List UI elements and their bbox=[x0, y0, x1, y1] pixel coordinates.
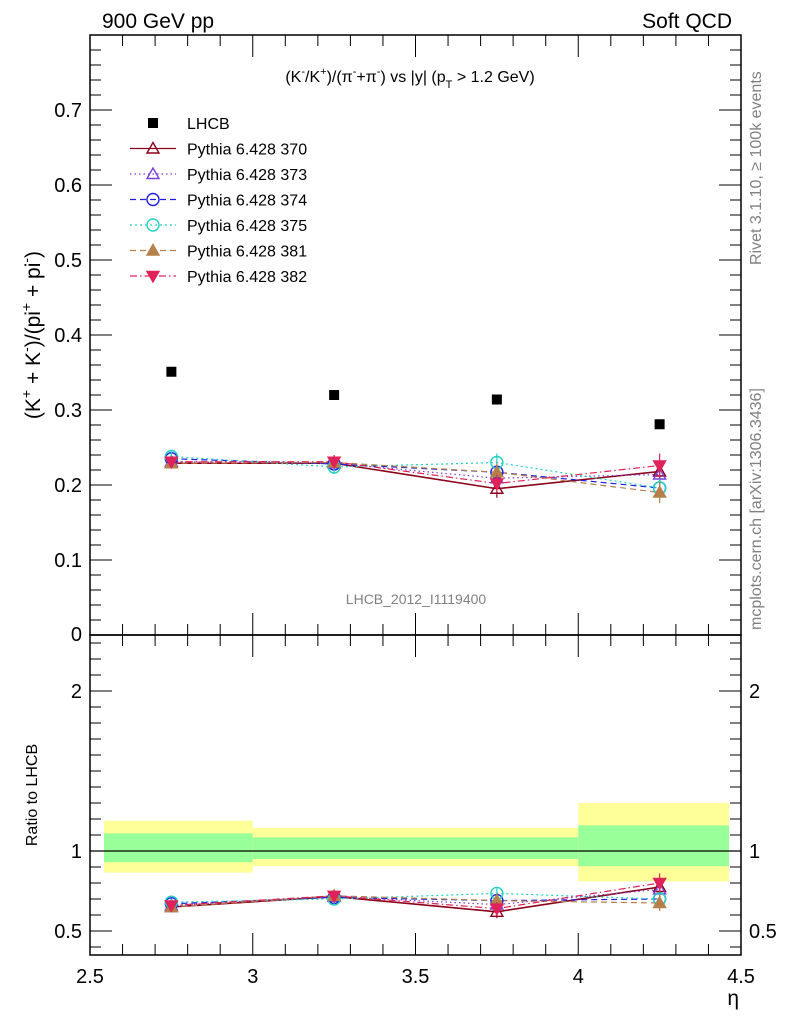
title-part-c: /K bbox=[305, 69, 320, 86]
title-part-g: +π bbox=[356, 69, 376, 86]
title-part-a: (K bbox=[285, 69, 301, 86]
upper-series-point bbox=[164, 456, 179, 470]
lower-series-point bbox=[489, 904, 505, 917]
x-tick-label: 4 bbox=[573, 966, 584, 988]
upper-ytick-label: 0.6 bbox=[54, 175, 82, 197]
title-part-d: + bbox=[320, 66, 326, 78]
lower-series-point bbox=[489, 903, 505, 917]
upper-series-point bbox=[652, 460, 667, 473]
lhcb-data-point bbox=[491, 394, 502, 405]
lower-series-point bbox=[652, 877, 667, 891]
lower-series-line bbox=[171, 882, 660, 910]
legend-marker bbox=[145, 243, 161, 256]
x-tick-label: 3.5 bbox=[402, 966, 430, 988]
upper-series-line bbox=[171, 461, 660, 494]
title-part-i: ) vs |y| (p bbox=[380, 69, 445, 86]
ylabel-part-d: - bbox=[18, 347, 34, 352]
rivet-label: Rivet 3.1.10, ≥ 100k events bbox=[748, 71, 765, 265]
legend-label: Pythia 6.428 382 bbox=[187, 269, 307, 286]
upper-ytick-zero-label: 0 bbox=[71, 624, 82, 646]
title-part-k: > 1.2 GeV) bbox=[452, 69, 534, 86]
upper-ytick-label: 0.5 bbox=[54, 250, 82, 272]
title-part-f: - bbox=[353, 66, 357, 78]
upper-ytick-label: 0.2 bbox=[54, 475, 82, 497]
ylabel-part-b: + bbox=[18, 390, 34, 398]
legend-lhcb-label: LHCB bbox=[187, 116, 230, 133]
upper-ylabel: (K+ + K-)/(pi+ + pi-) bbox=[18, 251, 45, 419]
lower-ylabel: Ratio to LHCB bbox=[24, 744, 41, 846]
x-tick-label: 3 bbox=[247, 966, 258, 988]
lower-ytick-label-right: 0.5 bbox=[749, 921, 777, 943]
legend-label: Pythia 6.428 381 bbox=[187, 244, 307, 261]
title-part-h: - bbox=[377, 66, 381, 78]
lower-series-point bbox=[652, 895, 667, 909]
title-part-j: T bbox=[446, 79, 453, 91]
lhcb-data-point bbox=[654, 419, 665, 430]
lhcb-data-point bbox=[329, 390, 340, 400]
title-part-b: - bbox=[301, 66, 305, 78]
upper-ytick-label: 0.4 bbox=[54, 325, 82, 347]
upper-ytick-label: 0.1 bbox=[54, 550, 82, 572]
lower-series-line bbox=[171, 892, 660, 903]
upper-panel: 0.10.20.30.40.50.60.70 (K-/K+)/(π-+π-) v… bbox=[18, 34, 742, 646]
lower-ytick-label-left: 1 bbox=[71, 841, 82, 863]
legend: LHCB Pythia 6.428 370 Pythia 6.428 373 Pyth… bbox=[130, 116, 307, 286]
upper-ytick-label: 0.3 bbox=[54, 400, 82, 422]
lhcb-data-point bbox=[166, 366, 177, 377]
upper-series-point bbox=[326, 456, 342, 470]
legend-label: Pythia 6.428 375 bbox=[187, 218, 307, 235]
legend-lhcb-marker bbox=[148, 118, 158, 128]
legend-label: Pythia 6.428 373 bbox=[187, 167, 307, 184]
upper-series-line bbox=[171, 455, 660, 489]
x-tick-label: 2.5 bbox=[76, 966, 104, 988]
legend-marker bbox=[145, 166, 161, 180]
ylabel-part-a: (K bbox=[22, 398, 45, 419]
lower-series-point bbox=[164, 900, 179, 913]
legend-marker bbox=[145, 270, 161, 284]
ylabel-part-f: + bbox=[18, 303, 34, 311]
ylabel-part-h: - bbox=[18, 258, 34, 263]
ylabel-part-e: )/(pi bbox=[22, 311, 45, 347]
ylabel-part-i: ) bbox=[22, 251, 45, 258]
legend-label: Pythia 6.428 374 bbox=[187, 193, 307, 210]
upper-series-line bbox=[171, 461, 660, 485]
upper-series-point bbox=[489, 478, 505, 491]
title-part-e: )/(π bbox=[327, 69, 353, 86]
upper-series-point bbox=[652, 485, 667, 498]
ylabel-part-c: + K bbox=[22, 352, 45, 390]
legend-marker bbox=[145, 141, 161, 154]
ratio-band-green bbox=[578, 825, 729, 867]
upper-title: (K-/K+)/(π-+π-) vs |y| (pT > 1.2 GeV) bbox=[285, 66, 534, 91]
lower-ytick-label-left: 2 bbox=[71, 681, 82, 703]
lower-ytick-label-left: 0.5 bbox=[54, 921, 82, 943]
watermark: LHCB_2012_I1119400 bbox=[346, 591, 487, 607]
legend-marker bbox=[146, 192, 160, 207]
lower-ytick-label-right: 2 bbox=[749, 681, 760, 703]
header-left: 900 GeV pp bbox=[102, 10, 214, 33]
legend-label: Pythia 6.428 370 bbox=[187, 142, 307, 159]
lower-series-line bbox=[171, 895, 660, 908]
ratio-band-green bbox=[252, 837, 579, 859]
upper-series-point bbox=[489, 481, 505, 494]
legend-marker bbox=[146, 218, 160, 232]
x-tick-label: 4.5 bbox=[727, 966, 755, 988]
ratio-band-green bbox=[104, 833, 253, 863]
x-axis-label: η bbox=[727, 987, 739, 1010]
ylabel-part-g: + pi bbox=[22, 263, 45, 303]
lower-frame bbox=[89, 634, 742, 956]
upper-ytick-label: 0.7 bbox=[54, 100, 82, 122]
lower-panel: 0.5 1 2 0.5 1 2 2.5 3 3.5 4 4.5 Ratio to LHCB η bbox=[24, 634, 777, 1010]
lower-series-point bbox=[326, 890, 342, 904]
lower-ytick-label-right: 1 bbox=[749, 841, 760, 863]
mcplots-label: mcplots.cern.ch [arXiv:1306.3436] bbox=[748, 388, 765, 630]
header-right: Soft QCD bbox=[642, 10, 732, 33]
